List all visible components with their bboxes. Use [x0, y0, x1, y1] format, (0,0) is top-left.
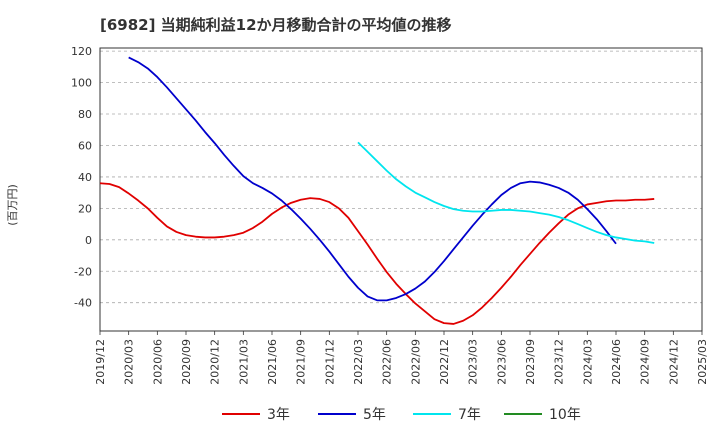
legend-label: 7年 [458, 407, 481, 423]
grid [100, 50, 702, 304]
y-tick-label: 0 [85, 234, 92, 247]
y-tick-label: 120 [71, 45, 92, 58]
y-tick-label: 20 [78, 202, 92, 215]
x-tick-label: 2022/06 [381, 339, 394, 385]
series-lines [99, 56, 655, 325]
x-tick-label: 2024/06 [610, 339, 623, 385]
legend-label: 5年 [363, 407, 386, 423]
y-tick-label: 40 [78, 171, 92, 184]
x-tick-label: 2025/03 [696, 339, 709, 385]
series-line-2 [357, 141, 655, 244]
x-tick-label: 2020/03 [123, 339, 136, 385]
x-tick-label: 2021/03 [237, 339, 250, 385]
x-tick-label: 2022/12 [438, 339, 451, 385]
x-tick-label: 2024/12 [667, 339, 680, 385]
legend-label: 10年 [549, 407, 581, 423]
series-line-1 [128, 56, 617, 302]
plot-frame [99, 47, 703, 332]
x-tick-label: 2021/09 [295, 339, 308, 385]
x-tick-label: 2023/12 [553, 339, 566, 385]
x-tick-label: 2024/03 [581, 339, 594, 385]
axes: -40 -20 0 20 40 60 80 100 120 2019/12 2020/03 2020/… [71, 45, 709, 385]
x-tick-label: 2020/12 [209, 339, 222, 385]
x-tick-label: 2020/09 [180, 339, 193, 385]
x-tick-label: 2022/09 [409, 339, 422, 385]
x-tick-label: 2022/03 [352, 339, 365, 385]
x-tick-label: 2023/03 [467, 339, 480, 385]
y-tick-label: -20 [74, 265, 92, 278]
y-tick-label: 80 [78, 108, 92, 121]
x-tick-label: 2021/06 [266, 339, 279, 385]
x-tick-label: 2019/12 [94, 339, 107, 385]
x-tick-label: 2023/06 [495, 339, 508, 385]
x-tick-label: 2023/09 [524, 339, 537, 385]
chart-title: [6982] 当期純利益12か月移動合計の平均値の推移 [100, 16, 452, 34]
legend: 3年 5年 7年 10年 [222, 407, 581, 423]
y-tick-label: -40 [74, 297, 92, 310]
legend-label: 3年 [267, 407, 290, 423]
y-tick-label: 100 [71, 77, 92, 90]
y-axis-label: (百万円) [6, 184, 19, 226]
series-line-0 [99, 182, 655, 325]
x-tick-label: 2024/09 [639, 339, 652, 385]
y-tick-label: 60 [78, 139, 92, 152]
x-tick-label: 2021/12 [323, 339, 336, 385]
x-tick-label: 2020/06 [151, 339, 164, 385]
